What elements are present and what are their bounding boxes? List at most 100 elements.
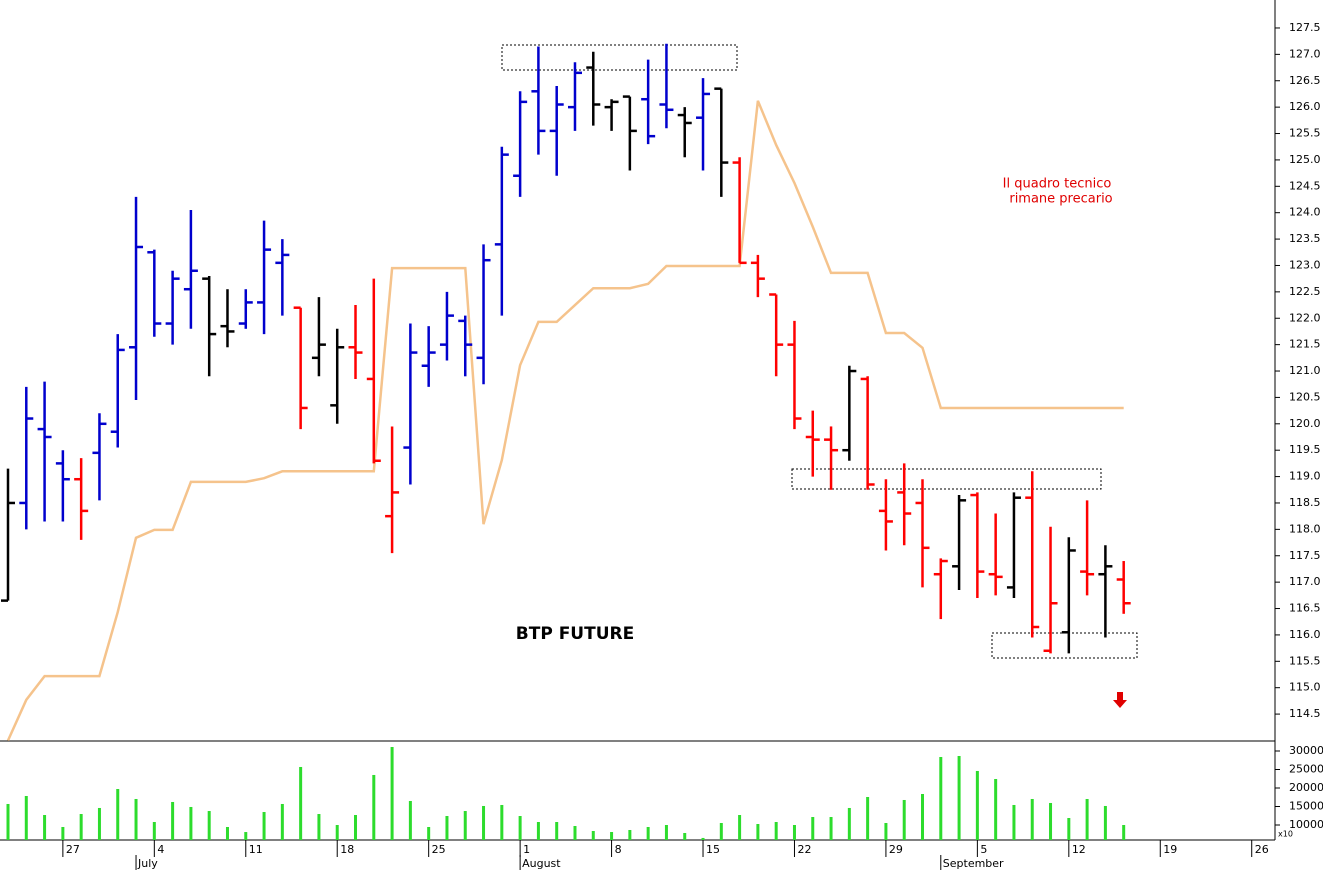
- ohlc-bar: [659, 43, 674, 129]
- x-tick-label: 8: [615, 843, 622, 856]
- ohlc-bar: [238, 289, 253, 329]
- volume-bar: [1030, 798, 1034, 840]
- x-tick-label: 1: [523, 843, 530, 856]
- ohlc-bar: [439, 291, 454, 361]
- volume-bar: [500, 804, 504, 840]
- month-label: September: [943, 857, 1004, 870]
- y-tick-label: 123.0: [1289, 258, 1321, 271]
- volume-bar: [829, 817, 833, 840]
- volume-bar: [116, 788, 120, 840]
- volume-bar: [408, 800, 412, 840]
- ohlc-bar: [1043, 526, 1058, 654]
- y-tick-label: 20000: [1289, 781, 1323, 794]
- x-tick-label: 27: [66, 843, 80, 856]
- y-tick-label: 122.0: [1289, 311, 1321, 324]
- ohlc-bar: [1, 468, 15, 602]
- volume-bar: [646, 826, 650, 840]
- ohlc-bar: [19, 386, 34, 530]
- y-tick-label: 118.0: [1289, 522, 1321, 535]
- ohlc-bar: [1025, 471, 1040, 638]
- x-tick-label: 12: [1072, 843, 1086, 856]
- x-tick-label: 25: [432, 843, 446, 856]
- volume-bar: [317, 814, 321, 840]
- y-tick-label: 121.5: [1289, 338, 1321, 351]
- ohlc-bar: [933, 558, 948, 620]
- ohlc-bar: [275, 239, 290, 316]
- ohlc-bar: [165, 270, 180, 345]
- highlight-box: [791, 468, 1102, 490]
- y-tick-label: 25000: [1289, 763, 1323, 776]
- y-tick-label: 121.0: [1289, 364, 1321, 377]
- x-tick-label: 18: [340, 843, 354, 856]
- x-tick-label: 22: [797, 843, 811, 856]
- ohlc-bar: [842, 365, 857, 461]
- volume-bar: [573, 825, 577, 840]
- volume-bar: [518, 816, 522, 840]
- y-tick-label: 115.0: [1289, 681, 1321, 694]
- volume-bar: [1085, 798, 1089, 840]
- y-tick-label: 122.5: [1289, 285, 1321, 298]
- volume-bar: [171, 801, 175, 840]
- y-tick-label: 10000: [1289, 818, 1323, 831]
- ohlc-bar: [1116, 561, 1131, 614]
- ohlc-bar: [366, 278, 381, 464]
- volume-bar: [262, 812, 266, 840]
- y-tick-label: 119.0: [1289, 470, 1321, 483]
- ohlc-bar: [37, 381, 52, 522]
- volume-bar: [280, 803, 284, 840]
- y-tick-label: 127.0: [1289, 47, 1321, 60]
- ohlc-bar: [586, 51, 601, 126]
- volume-bar: [957, 755, 961, 840]
- highlight-box: [501, 44, 738, 71]
- ohlc-bar: [74, 458, 89, 540]
- ohlc-bar: [750, 254, 765, 298]
- ohlc-bar: [403, 323, 418, 485]
- y-tick-label: 120.5: [1289, 390, 1321, 403]
- volume-bar: [975, 770, 979, 840]
- ohlc-bar: [824, 426, 839, 490]
- volume-bar: [299, 766, 303, 840]
- y-tick-label: 30000: [1289, 744, 1323, 757]
- volume-bar: [372, 774, 376, 840]
- x-tick-label: 29: [889, 843, 903, 856]
- ohlc-bar: [92, 413, 107, 501]
- volume-bar: [1012, 804, 1016, 840]
- ohlc-bar: [604, 99, 619, 131]
- ohlc-bar: [622, 95, 637, 171]
- volume-bar: [847, 807, 851, 840]
- volume-bar: [189, 806, 193, 840]
- volume-bar: [994, 779, 998, 840]
- volume-bar: [43, 815, 47, 840]
- y-tick-label: 116.5: [1289, 602, 1321, 615]
- volume-bar: [719, 823, 723, 840]
- volume-bar: [445, 816, 449, 840]
- y-tick-label: 124.0: [1289, 206, 1321, 219]
- y-tick-label: 115.5: [1289, 654, 1321, 667]
- x-tick-label: 5: [980, 843, 987, 856]
- ohlc-bar: [1061, 537, 1076, 654]
- volume-bar: [555, 822, 559, 840]
- ohlc-bar: [494, 146, 509, 316]
- ohlc-bar: [769, 293, 784, 377]
- ohlc-bar: [476, 244, 491, 385]
- volume-bar: [134, 798, 138, 840]
- y-tick-label: 118.5: [1289, 496, 1321, 509]
- volume-bar: [390, 747, 394, 840]
- ohlc-bar: [1006, 492, 1021, 598]
- x-tick-label: 11: [249, 843, 263, 856]
- volume-bar: [482, 805, 486, 840]
- ohlc-bar: [531, 46, 546, 155]
- ohlc-bar: [348, 305, 363, 379]
- volume-bar: [591, 830, 595, 840]
- ohlc-bar: [311, 297, 326, 377]
- y-tick-label: 117.5: [1289, 549, 1321, 562]
- ohlc-bar: [129, 196, 144, 401]
- volume-bar: [683, 832, 687, 840]
- ohlc-bar: [55, 450, 70, 522]
- volume-bar: [628, 829, 632, 840]
- volume-bar: [207, 811, 211, 840]
- ohlc-bar: [696, 78, 711, 171]
- volume-bar: [902, 799, 906, 840]
- volume-bar: [6, 803, 10, 840]
